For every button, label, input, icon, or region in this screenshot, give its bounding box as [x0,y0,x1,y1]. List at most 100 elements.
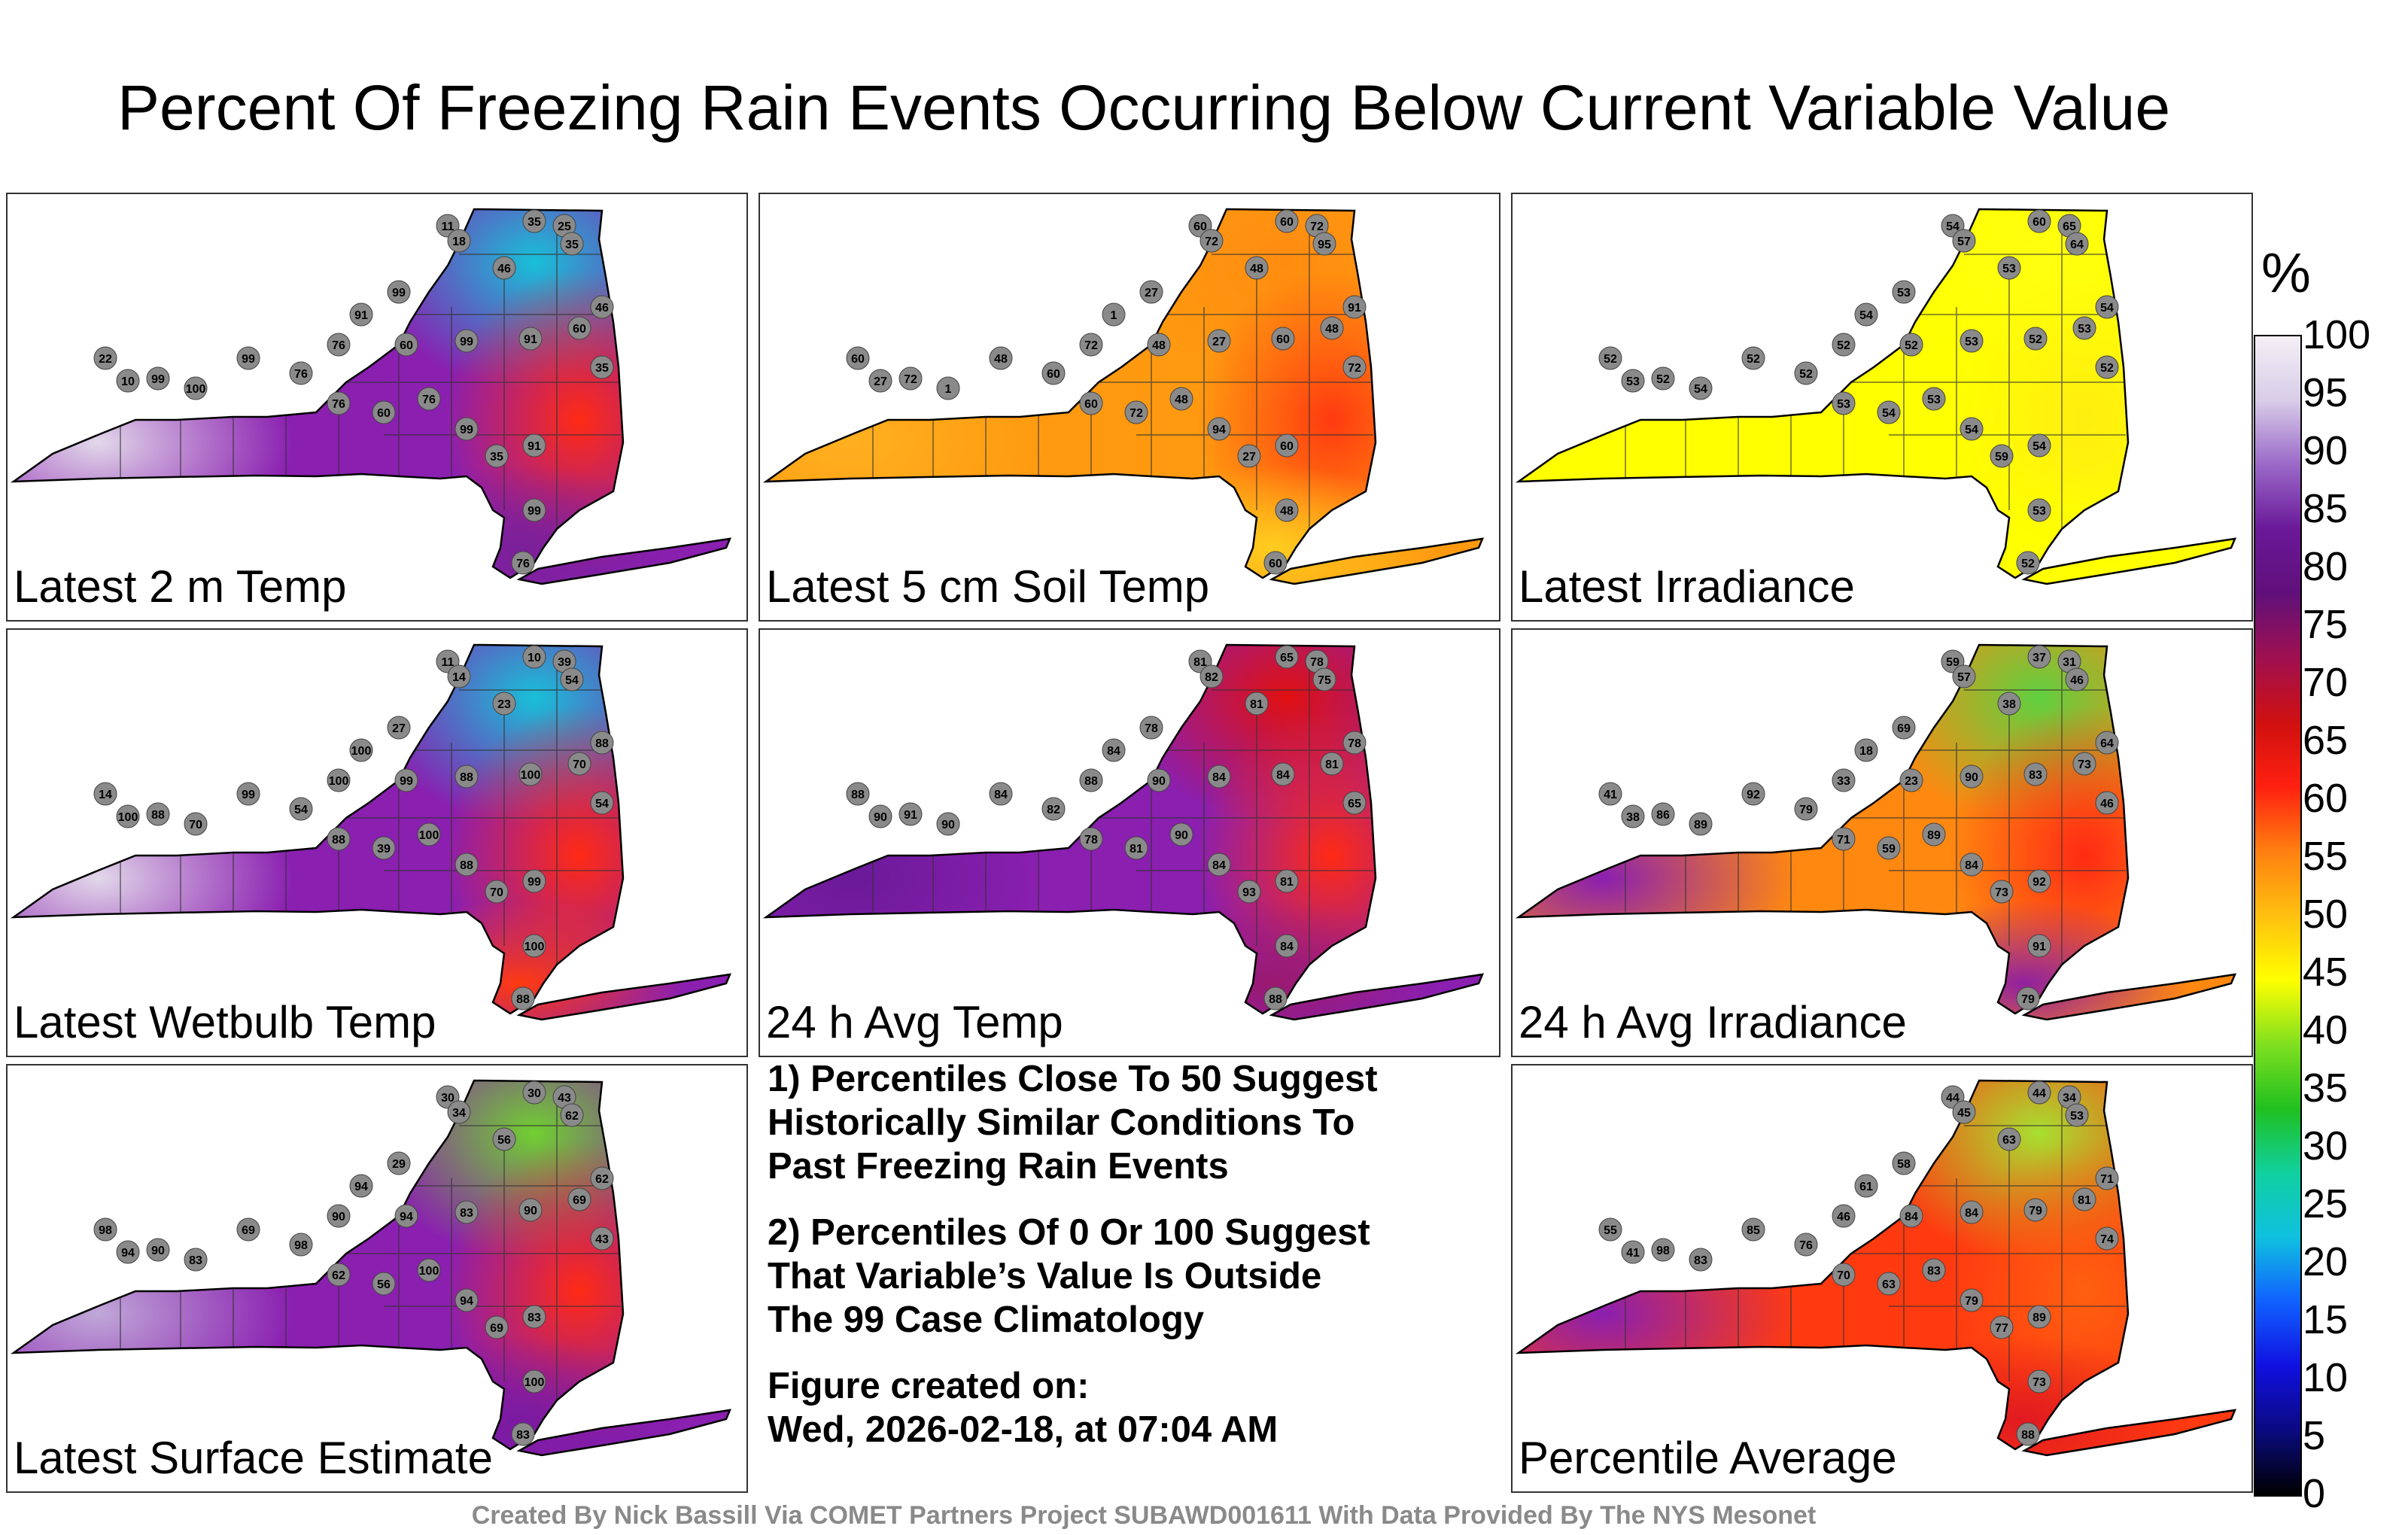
credit-footer: Created By Nick Bassill Via COMET Partne… [471,1501,1817,1530]
station-marker: 83 [1922,1258,1946,1282]
station-marker: 83 [184,1248,208,1272]
station-marker: 14 [93,782,117,806]
station-marker: 90 [1169,822,1193,847]
ny-state-map: 81 82 65 78 75 81 78 84 88 90 84 84 81 78 65 88 90 91 90 84… [762,643,1485,1021]
station-value: 70 [490,886,503,899]
map-panel-surface-estimate: 30 34 30 43 62 56 29 94 90 94 83 90 69 62 43 98 94 90 83 69… [6,1064,748,1493]
station-value: 43 [558,1092,571,1105]
station-marker: 52 [1899,333,1923,357]
station-value: 55 [1604,1224,1617,1237]
station-marker: 35 [560,232,584,256]
station-value: 83 [2029,769,2042,782]
station-value: 59 [1946,656,1960,669]
station-value: 41 [1626,1247,1640,1260]
station-marker: 100 [522,934,546,958]
station-marker: 81 [1320,752,1344,776]
station-value: 52 [1799,368,1813,381]
county-lines [1625,660,2126,965]
station-marker: 88 [455,853,479,877]
station-marker: 27 [1207,329,1231,353]
station-value: 70 [1837,1269,1850,1282]
state-outline [762,643,1377,1015]
station-marker: 94 [455,1288,479,1312]
station-marker: 69 [1892,716,1916,740]
station-value: 79 [1965,1295,1978,1308]
station-marker: 91 [522,433,546,457]
colorbar-tick: 40 [2303,1008,2349,1053]
station-marker: 53 [1621,369,1645,393]
station-value: 88 [595,737,609,750]
station-marker: 53 [1997,256,2021,280]
station-marker: 76 [327,391,351,415]
station-marker: 100 [349,738,373,762]
station-value: 60 [1047,368,1060,381]
station-value: 71 [1837,834,1850,847]
station-marker: 83 [455,1200,479,1224]
station-marker: 99 [236,346,260,370]
station-value: 69 [242,1224,255,1237]
state-outline [1515,1079,2130,1451]
station-marker: 75 [1312,667,1336,692]
station-value: 11 [442,220,455,233]
station-value: 57 [1957,671,1971,684]
station-marker: 72 [1305,214,1329,238]
station-value: 23 [497,698,511,711]
station-value: 84 [1276,769,1290,782]
station-value: 84 [1212,771,1226,784]
station-value: 99 [528,876,541,889]
station-marker: 69 [567,1187,591,1211]
station-value: 94 [1212,424,1226,436]
colorbar-tick: 10 [2303,1355,2349,1400]
map-panel-2m-temp: 11 18 35 25 35 46 99 91 76 60 99 91 60 46 35 22 10 99 100 9… [6,193,748,622]
station-marker: 62 [327,1263,351,1287]
station-marker: 27 [1237,444,1261,468]
station-value: 35 [490,451,503,464]
station-marker: 73 [2072,752,2096,776]
station-value: 72 [1310,220,1324,233]
station-value: 60 [1084,398,1098,411]
state-outline [516,1409,732,1457]
station-value: 99 [392,287,406,299]
station-value: 83 [528,1312,541,1324]
station-value: 48 [1175,394,1188,406]
station-value: 65 [1348,798,1361,810]
colorbar-tick: 35 [2303,1065,2349,1111]
station-marker: 60 [1275,209,1299,233]
station-value: 98 [1656,1245,1670,1257]
station-marker: 41 [1598,782,1622,806]
station-value: 100 [186,383,206,396]
station-marker: 60 [1263,551,1288,575]
station-value: 91 [904,809,917,822]
colorbar-tick: 90 [2303,428,2349,473]
station-value: 78 [1310,656,1324,669]
station-marker: 89 [1689,812,1713,836]
station-marker: 38 [1621,804,1645,828]
station-marker: 89 [2027,1305,2051,1329]
station-marker: 69 [485,1315,509,1339]
station-marker: 52 [1741,346,1765,370]
colorbar-tick: 30 [2303,1123,2349,1169]
station-marker: 84 [1207,853,1231,877]
station-marker: 54 [1854,302,1878,327]
ny-state-map: 11 14 10 39 54 23 27 100 100 99 88 100 70 88 54 14 100 88… [10,643,732,1021]
station-marker: 85 [1741,1217,1765,1242]
station-value: 65 [1280,652,1294,664]
station-marker: 99 [455,329,479,353]
map-panel-irradiance: 54 57 60 65 64 53 53 54 52 52 53 52 53 54 52 52 53 52 54 52… [1511,193,2253,622]
ny-state-map: 59 57 37 31 46 38 69 18 33 23 90 83 73 64 46 41 38 86 89 92… [1515,643,2237,1021]
station-value: 48 [1280,505,1294,518]
station-value: 73 [2033,1376,2046,1389]
station-marker: 82 [1199,664,1224,688]
station-marker: 53 [1832,391,1856,415]
station-marker: 37 [2027,645,2051,669]
station-value: 27 [874,375,887,388]
station-value: 79 [1799,804,1813,816]
state-outline [1515,643,2130,1015]
station-value: 46 [497,263,511,275]
station-marker: 52 [2095,355,2119,379]
station-value: 35 [565,239,579,251]
station-marker: 82 [1041,797,1066,821]
station-value: 81 [1193,656,1207,669]
station-value: 69 [573,1194,586,1207]
station-value: 54 [595,798,609,810]
